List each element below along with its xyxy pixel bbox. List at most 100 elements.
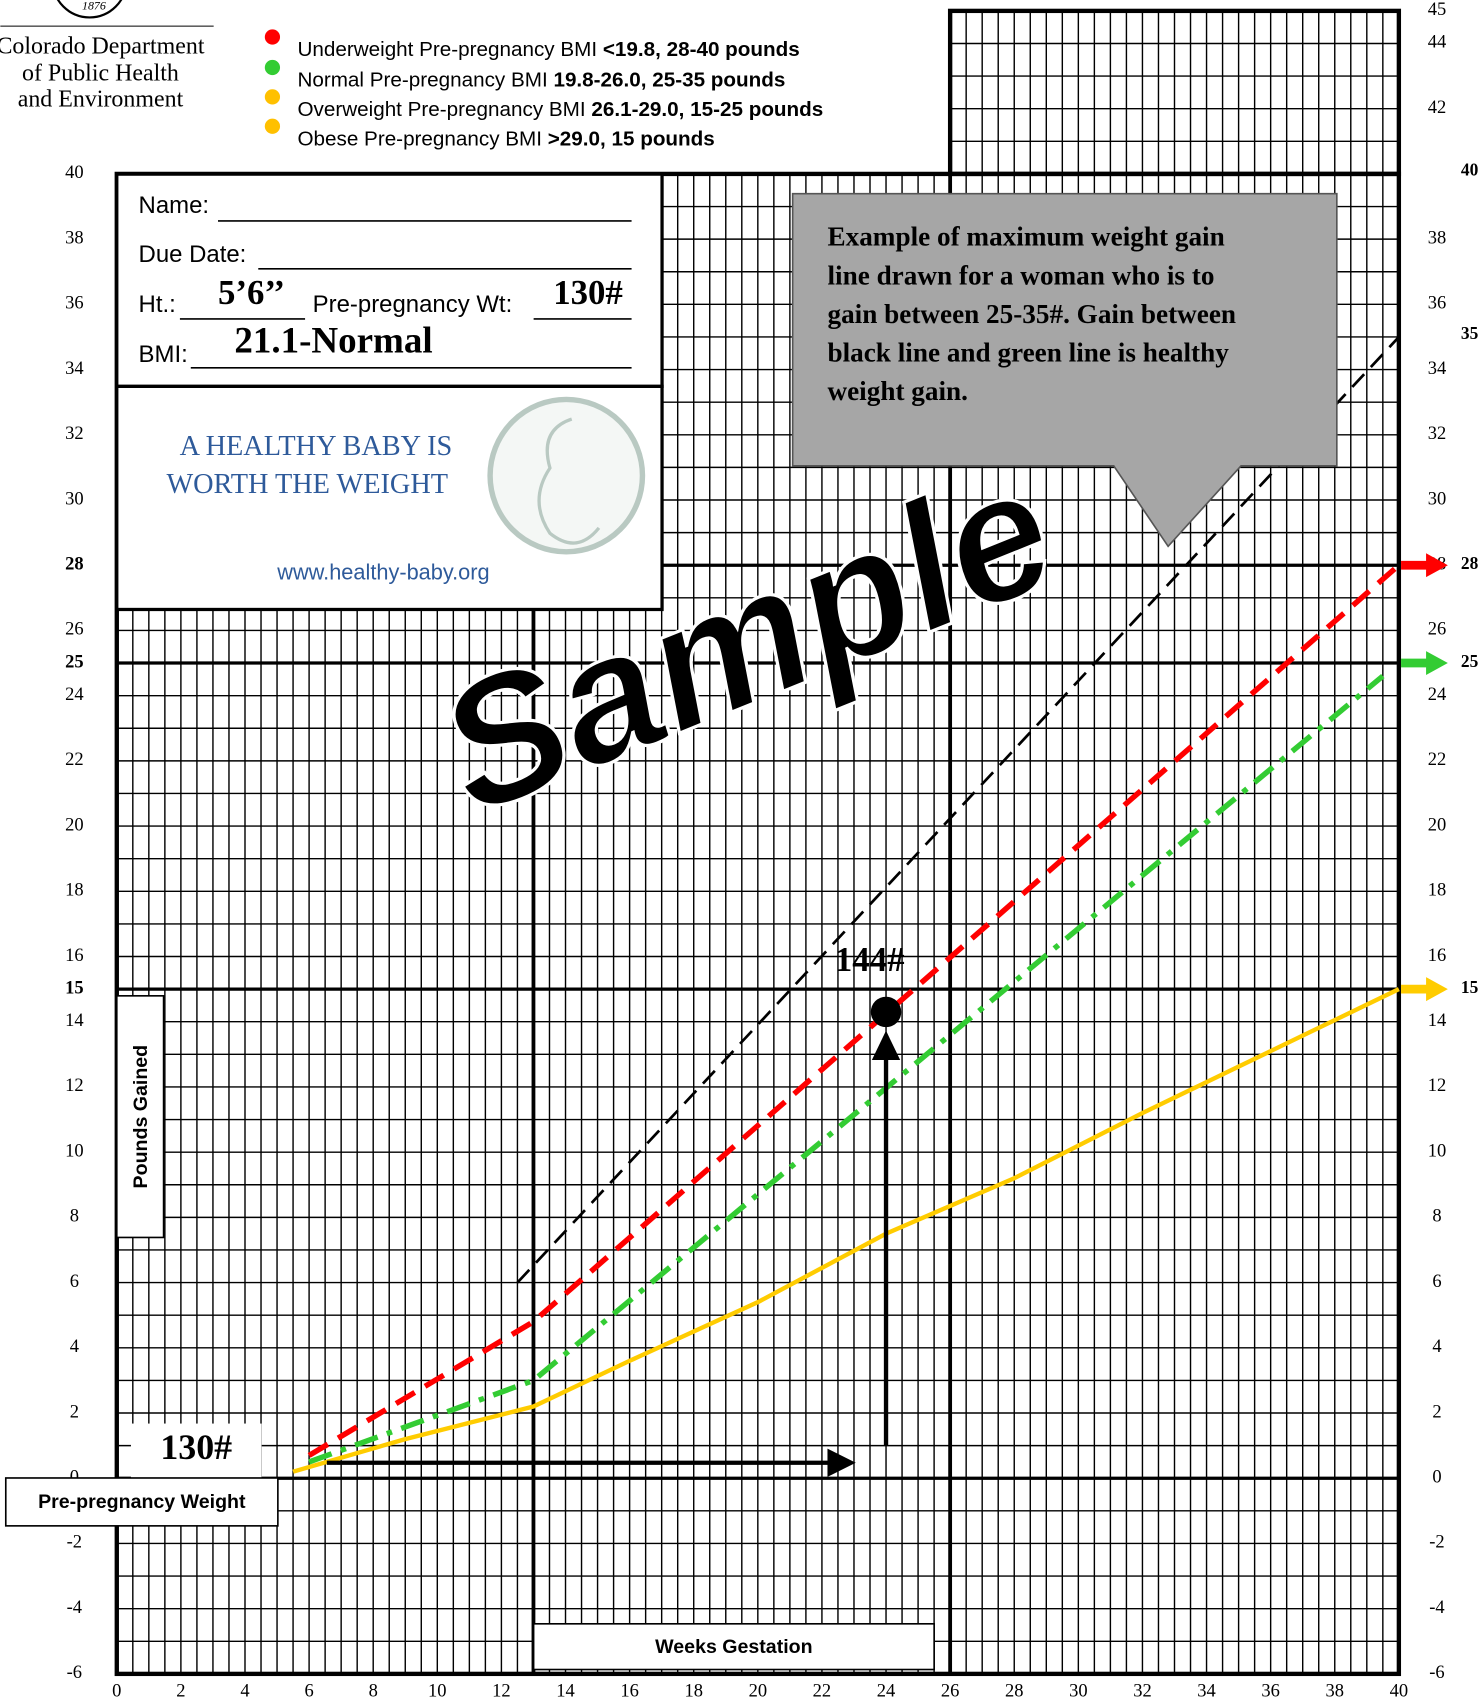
x-tick-label: 40 xyxy=(1390,1682,1409,1700)
x-tick-label: 20 xyxy=(749,1682,768,1700)
legend-label: Underweight Pre-pregnancy BMI xyxy=(297,39,597,62)
form: Name: Due Date: Ht.: 5’6’’ Pre-pregnancy… xyxy=(115,172,664,388)
y-tick-label: 30 xyxy=(65,489,84,509)
legend-entry: Overweight Pre-pregnancy BMI 26.1-29.0, … xyxy=(297,98,823,121)
x-tick-label: 12 xyxy=(492,1682,511,1700)
legend-entry: Underweight Pre-pregnancy BMI <19.8, 28-… xyxy=(297,39,799,62)
callout-box xyxy=(791,192,1338,548)
legend-marker xyxy=(264,59,281,76)
y2-tick-label: -2 xyxy=(1429,1533,1444,1553)
y-tick-label: 15 xyxy=(65,978,84,998)
y2-tick-label: 6 xyxy=(1432,1272,1441,1292)
logo-text: WORTH THE WEIGHT xyxy=(166,469,448,500)
form-box xyxy=(115,172,664,388)
y-tick-label: 12 xyxy=(65,1076,84,1096)
callout-text: Example of maximum weight gain xyxy=(827,222,1224,252)
legend-label: Normal Pre-pregnancy BMI xyxy=(297,69,547,92)
x-tick-label: 8 xyxy=(369,1682,378,1700)
logo-url: www.healthy-baby.org xyxy=(276,559,489,584)
target-arrow xyxy=(1401,977,1448,1002)
x-tick-label: 10 xyxy=(428,1682,446,1700)
start-label: 130# xyxy=(160,1427,232,1467)
form-label: BMI: xyxy=(139,341,188,368)
form-label: Name: xyxy=(139,192,210,219)
y-tick-label: 28 xyxy=(65,554,84,574)
data-point xyxy=(870,996,902,1028)
seal-year: 1876 xyxy=(82,0,106,12)
plot xyxy=(292,336,1401,1474)
form-label: Pre-pregnancy Wt: xyxy=(313,291,513,318)
y-tick-label: 2 xyxy=(70,1402,79,1422)
callout-text: gain between 25-35#. Gain between xyxy=(827,299,1236,329)
y2-tick-label: 14 xyxy=(1428,1011,1447,1031)
y-tick-label: 38 xyxy=(65,228,84,248)
callout-text: black line and green line is healthy xyxy=(827,338,1229,368)
x-tick-label: 14 xyxy=(556,1682,575,1700)
legend-detail: >29.0, 15 pounds xyxy=(548,128,715,151)
logo-emblem xyxy=(487,396,646,555)
form-label: Ht.: xyxy=(139,291,176,318)
legend-marker xyxy=(264,118,281,134)
x-tick-label: 2 xyxy=(176,1682,185,1700)
y-axis-box xyxy=(115,995,165,1239)
x-tick-label: 26 xyxy=(941,1682,960,1700)
target-label: 35 xyxy=(1461,323,1479,343)
y2-tick-label: 10 xyxy=(1428,1141,1447,1161)
form-value: 130# xyxy=(553,273,623,312)
y-tick-label: 10 xyxy=(65,1141,84,1161)
x-tick-label: 34 xyxy=(1197,1682,1216,1700)
x-tick-label: 4 xyxy=(240,1682,249,1700)
target-label: 25 xyxy=(1461,651,1479,671)
y2-tick-label: -6 xyxy=(1429,1663,1444,1683)
y2-tick-label: 24 xyxy=(1428,685,1447,705)
y2-tick-label: 44 xyxy=(1428,33,1447,53)
arrow-head xyxy=(871,1030,901,1061)
y-tick-label: 24 xyxy=(65,685,84,705)
y2-tick-label: 22 xyxy=(1428,750,1447,770)
target-label: 28 xyxy=(1461,553,1479,573)
y-tick-label: -2 xyxy=(67,1533,82,1553)
start-box-label: Pre-pregnancy Weight xyxy=(38,1491,246,1513)
y-tick-label: 14 xyxy=(65,1011,84,1031)
target-arrow xyxy=(1401,651,1448,676)
y2-tick-label: 34 xyxy=(1428,359,1447,379)
y-tick-label: 20 xyxy=(65,815,84,835)
y2-tick-label: 20 xyxy=(1428,815,1447,835)
y2-tick-label: 16 xyxy=(1428,946,1447,966)
x-tick-label: 36 xyxy=(1261,1682,1280,1700)
y-tick-label: 25 xyxy=(65,652,84,672)
legend-label: Obese Pre-pregnancy BMI xyxy=(297,128,542,151)
x-axis-title: Weeks Gestation xyxy=(655,1636,812,1658)
target-label: 15 xyxy=(1461,977,1479,997)
series-line xyxy=(292,987,1400,1474)
start-label-box xyxy=(130,1423,262,1478)
point-label: 144# xyxy=(835,940,905,979)
legend-detail: 26.1-29.0, 15-25 pounds xyxy=(591,98,823,121)
y2-tick-label: 4 xyxy=(1432,1337,1441,1357)
x-tick-label: 28 xyxy=(1005,1682,1024,1700)
x-axis-box xyxy=(532,1622,935,1671)
x-tick-label: 30 xyxy=(1069,1682,1088,1700)
date-note: 11/28 144# xyxy=(850,1699,957,1700)
x-tick-label: 0 xyxy=(112,1682,121,1700)
logo: A HEALTHY BABY IS WORTH THE WEIGHT www.h… xyxy=(115,384,664,612)
legend-label: Overweight Pre-pregnancy BMI xyxy=(297,98,585,121)
seal xyxy=(56,0,123,19)
callout-text: weight gain. xyxy=(827,376,967,406)
y-tick-label: -6 xyxy=(67,1663,82,1683)
y2-tick-label: 0 xyxy=(1432,1467,1441,1487)
y-tick-label: 34 xyxy=(65,359,84,379)
y2-tick-label: 45 xyxy=(1428,0,1447,20)
agency-name: Colorado Department xyxy=(0,33,205,59)
y-tick-label: 6 xyxy=(70,1272,79,1292)
y-tick-label: 40 xyxy=(65,163,84,183)
legend-entry: Obese Pre-pregnancy BMI >29.0, 15 pounds xyxy=(297,128,714,151)
legend-detail: 19.8-26.0, 25-35 pounds xyxy=(553,69,785,92)
y2-tick-label: 42 xyxy=(1428,98,1447,118)
form-label: Due Date: xyxy=(139,241,247,268)
logo-text: A HEALTHY BABY IS xyxy=(180,431,453,462)
plot-border xyxy=(114,171,1402,1677)
agency-name: and Environment xyxy=(18,87,184,113)
legend-detail: <19.8, 28-40 pounds xyxy=(603,39,800,62)
